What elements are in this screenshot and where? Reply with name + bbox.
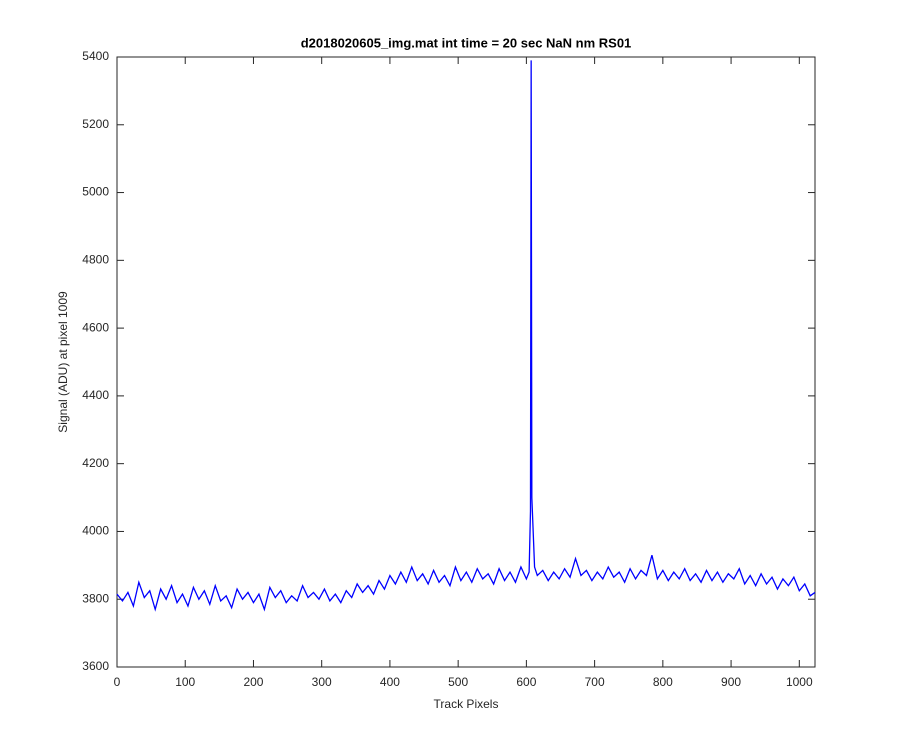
chart-title: d2018020605_img.mat int time = 20 sec Na… bbox=[301, 35, 632, 50]
x-tick-label: 100 bbox=[175, 675, 195, 689]
y-axis-label: Signal (ADU) at pixel 1009 bbox=[56, 291, 70, 433]
x-tick-label: 400 bbox=[380, 675, 400, 689]
y-tick-label: 5400 bbox=[82, 49, 109, 63]
y-tick-label: 3600 bbox=[82, 659, 109, 673]
y-tick-label: 5000 bbox=[82, 185, 109, 199]
y-tick-label: 4200 bbox=[82, 456, 109, 470]
y-tick-label: 4000 bbox=[82, 524, 109, 538]
x-tick-label: 0 bbox=[114, 675, 121, 689]
x-tick-label: 200 bbox=[243, 675, 263, 689]
x-tick-label: 700 bbox=[585, 675, 605, 689]
y-tick-label: 4800 bbox=[82, 253, 109, 267]
y-tick-label: 3800 bbox=[82, 591, 109, 605]
y-tick-label: 5200 bbox=[82, 117, 109, 131]
x-axis-label: Track Pixels bbox=[434, 697, 499, 711]
x-tick-label: 300 bbox=[312, 675, 332, 689]
y-tick-label: 4400 bbox=[82, 388, 109, 402]
x-tick-label: 600 bbox=[516, 675, 536, 689]
x-tick-label: 1000 bbox=[786, 675, 813, 689]
x-tick-label: 800 bbox=[653, 675, 673, 689]
data-line bbox=[116, 60, 816, 612]
x-tick-label: 900 bbox=[721, 675, 741, 689]
y-tick-label: 4600 bbox=[82, 320, 109, 334]
x-tick-label: 500 bbox=[448, 675, 468, 689]
plot-box bbox=[116, 56, 816, 668]
